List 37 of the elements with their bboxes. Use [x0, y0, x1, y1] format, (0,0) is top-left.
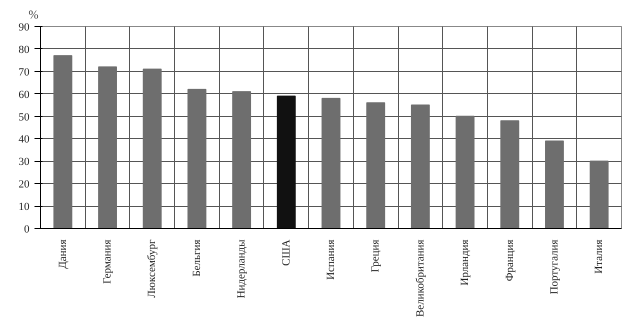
y-tick-label: 10: [18, 201, 30, 214]
x-tick-label: Португалия: [548, 239, 560, 294]
bar: [456, 116, 475, 228]
y-tick-label: 40: [18, 134, 30, 146]
x-tick-label: Нидерланды: [236, 238, 248, 298]
y-tick-label: 80: [18, 44, 30, 56]
x-tick-label: Ирландия: [459, 239, 472, 286]
x-tick-label: Италия: [593, 239, 606, 274]
y-tick-label: 50: [18, 111, 30, 124]
y-tick-label: 90: [18, 22, 30, 34]
x-tick-label: США: [280, 239, 292, 266]
bar: [142, 68, 162, 228]
y-axis-title: %: [28, 8, 38, 22]
x-tick-label: Люксембург: [146, 239, 158, 298]
bar: [322, 98, 340, 228]
bar: [410, 104, 430, 228]
x-tick-label: Греция: [370, 239, 382, 272]
bar: [366, 102, 386, 228]
bar: [187, 88, 206, 228]
bar: [98, 66, 117, 228]
bar: [276, 96, 296, 228]
x-tick-label: Франция: [504, 239, 516, 282]
x-tick-label: Бельгия: [190, 239, 203, 277]
bar: [590, 160, 609, 228]
x-tick-label: Великобритания: [414, 239, 426, 318]
y-tick-label: 30: [18, 156, 30, 168]
bar: [53, 55, 72, 228]
x-tick-label: Дания: [56, 240, 69, 269]
x-tick-label: Испания: [325, 239, 337, 280]
x-tick-label: Германия: [102, 239, 114, 284]
bar: [545, 140, 564, 228]
y-tick-label: 70: [18, 66, 30, 78]
y-tick-label: 0: [24, 224, 30, 236]
bar: [232, 91, 252, 228]
bar: [500, 120, 520, 228]
y-tick-label: 20: [18, 178, 30, 191]
y-tick-label: 60: [18, 88, 30, 101]
